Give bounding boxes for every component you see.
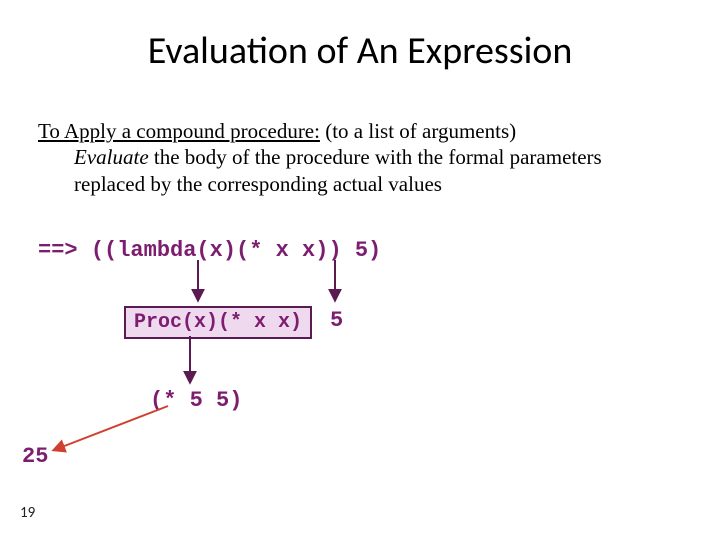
evaluate-word: Evaluate — [74, 145, 149, 169]
body-heading: To Apply a compound procedure: — [38, 119, 320, 143]
body-line-3: replaced by the corresponding actual val… — [74, 171, 688, 197]
prompt: ==> — [38, 238, 91, 263]
page-number: 19 — [20, 504, 35, 522]
slide: Evaluation of An Expression To Apply a c… — [0, 0, 720, 540]
body-line-2: Evaluate the body of the procedure with … — [74, 144, 688, 170]
body-heading-tail: (to a list of arguments) — [320, 119, 516, 143]
expression-line-2: (* 5 5) — [150, 388, 242, 413]
body-text: To Apply a compound procedure: (to a lis… — [38, 118, 688, 197]
result-25: 25 — [22, 444, 48, 469]
body-line-2b: the body of the procedure with the forma… — [149, 145, 602, 169]
value-five: 5 — [330, 308, 343, 333]
expression-line-1: ==> ((lambda(x)(* x x)) 5) — [38, 238, 381, 263]
lambda-expression: ((lambda(x)(* x x)) 5) — [91, 238, 381, 263]
proc-box: Proc(x)(* x x) — [124, 306, 312, 339]
arrows-layer — [0, 0, 720, 540]
slide-title: Evaluation of An Expression — [0, 28, 720, 74]
